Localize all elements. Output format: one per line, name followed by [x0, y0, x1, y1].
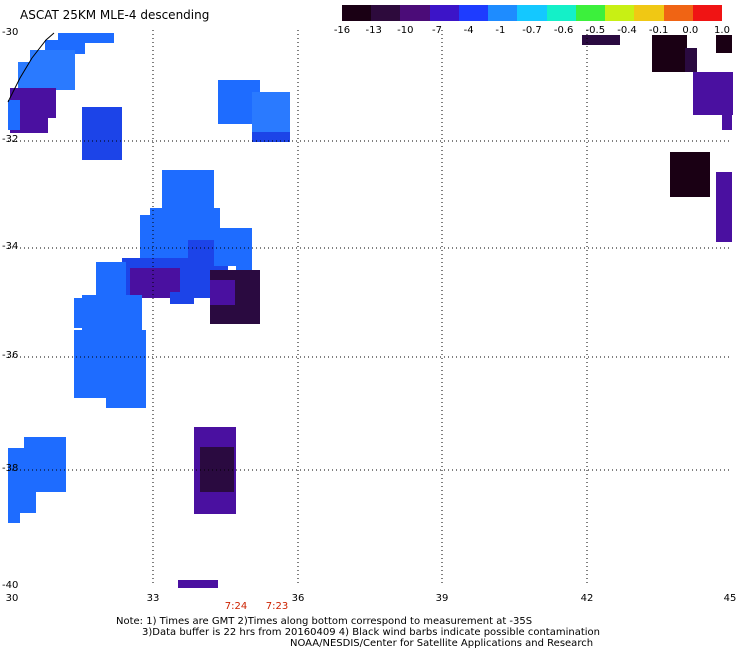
- colorbar-label: -0.6: [553, 25, 574, 36]
- data-cell: [82, 107, 122, 160]
- colorbar-label: -7: [432, 25, 442, 36]
- colorbar-label: -4: [463, 25, 474, 36]
- note-line-2: 3)Data buffer is 22 hrs from 20160409 4)…: [142, 627, 600, 638]
- colorbar: [342, 5, 723, 21]
- colorbar-segment: [517, 5, 548, 21]
- data-cell: [82, 295, 142, 335]
- data-cell: [670, 152, 710, 197]
- latitude-label: -40: [2, 580, 19, 591]
- note-line-1: Note: 1) Times are GMT 2)Times along bot…: [116, 616, 533, 627]
- data-cell: [210, 280, 235, 305]
- data-cell: [652, 35, 687, 72]
- data-cell: [685, 48, 697, 72]
- data-cell: [8, 100, 20, 130]
- longitude-label: 42: [580, 593, 594, 604]
- colorbar-segment: [400, 5, 431, 21]
- colorbar-segment: [488, 5, 518, 21]
- data-cell: [252, 92, 290, 134]
- colorbar-segment: [605, 5, 635, 21]
- data-cell: [178, 580, 218, 588]
- data-cell: [58, 33, 114, 43]
- colorbar-segment: [634, 5, 665, 21]
- latitude-label: -38: [2, 463, 19, 474]
- latitude-label: -34: [2, 241, 19, 252]
- data-cell: [236, 245, 252, 275]
- latitude-label: -32: [2, 134, 19, 145]
- longitude-label: 45: [723, 593, 737, 604]
- data-cell: [8, 505, 20, 523]
- colorbar-label: -1: [495, 25, 506, 36]
- data-cell: [8, 448, 36, 513]
- colorbar-label: -0.4: [617, 25, 637, 36]
- longitude-label: 33: [146, 593, 160, 604]
- colorbar-segment: [342, 5, 372, 21]
- data-cells: [8, 33, 733, 588]
- colorbar-label: -10: [397, 25, 414, 36]
- colorbar-label: 0.0: [682, 25, 699, 36]
- colorbar-segment: [371, 5, 401, 21]
- longitude-label: 36: [291, 593, 305, 604]
- longitude-label: 30: [5, 593, 19, 604]
- longitude-label: 39: [435, 593, 449, 604]
- data-cell: [18, 62, 38, 92]
- data-cell: [106, 395, 146, 408]
- colorbar-label: -16: [333, 25, 351, 36]
- coastline: [7, 32, 55, 103]
- data-cell: [582, 35, 620, 45]
- data-cell: [162, 170, 214, 215]
- colorbar-label: -13: [365, 25, 382, 36]
- note-line-3: NOAA/NESDIS/Center for Satellite Applica…: [290, 638, 594, 649]
- data-cell: [716, 172, 732, 242]
- latitude-label: -36: [2, 350, 19, 361]
- colorbar-segment: [575, 5, 606, 21]
- data-cell: [252, 132, 290, 142]
- data-cell: [122, 335, 146, 353]
- colorbar-segment: [546, 5, 577, 21]
- colorbar-label: -0.1: [648, 25, 669, 36]
- data-cell: [74, 298, 88, 328]
- colorbar-segment: [692, 5, 723, 21]
- data-cell: [716, 35, 732, 53]
- colorbar-label: 1.0: [714, 25, 730, 36]
- time-label-1: 7:24: [224, 601, 248, 612]
- colorbar-label: -0.5: [585, 25, 606, 36]
- colorbar-segment: [458, 5, 489, 21]
- time-label-2: 7:23: [265, 601, 289, 612]
- chart-title: ASCAT 25KM MLE-4 descending: [20, 8, 210, 22]
- data-cell: [722, 110, 732, 130]
- colorbar-segment: [663, 5, 694, 21]
- data-cell: [170, 292, 194, 304]
- colorbar-segment: [429, 5, 460, 21]
- grid-lines: [8, 30, 732, 586]
- data-cell: [693, 72, 733, 115]
- latitude-label: -30: [2, 27, 19, 38]
- data-cell: [140, 215, 158, 265]
- colorbar-label: -0.7: [522, 25, 542, 36]
